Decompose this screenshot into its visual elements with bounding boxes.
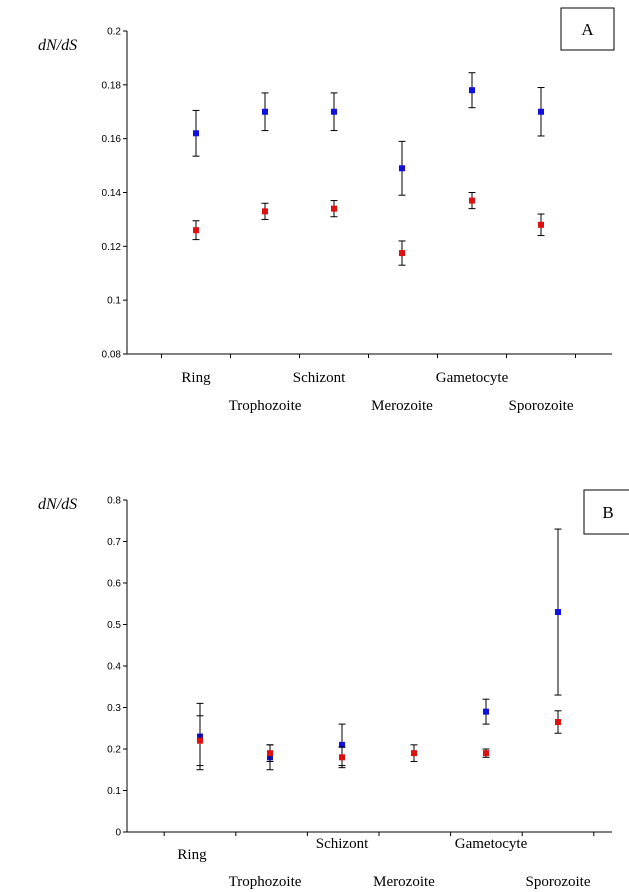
data-point: [339, 741, 345, 748]
data-point: [331, 205, 337, 212]
data-point: [483, 708, 489, 715]
chart-panel-b: 0.8 0.7 0.6 0.5 0.4 0.3 0.2 0.1 0 Ring Trophozoite…: [38, 489, 629, 890]
y-tick-label: 0.7: [107, 537, 121, 548]
data-point: [469, 87, 475, 94]
panel-label: B: [602, 503, 613, 522]
y-tick-label: 0.16: [102, 134, 122, 145]
x-tick-label: Merozoite: [373, 874, 435, 890]
x-tick-label: Trophozoite: [229, 874, 302, 890]
x-tick-label: Sporozoite: [526, 874, 591, 890]
data-point: [267, 750, 273, 757]
y-tick-label: 0.1: [107, 296, 121, 307]
y-tick-label: 0.8: [107, 496, 121, 507]
y-tick-label: 0.08: [102, 350, 122, 361]
y-tick-label: 0.5: [107, 620, 121, 631]
y-tick-label: 0.4: [107, 662, 121, 673]
data-point: [197, 737, 203, 744]
y-tick-label: 0.3: [107, 703, 121, 714]
y-axis-label: dN/dS: [38, 37, 77, 54]
x-tick-label: Trophozoite: [229, 398, 302, 414]
x-tick-label: Gametocyte: [455, 836, 528, 852]
data-point: [262, 208, 268, 215]
chart-panel-a: 0.2 0.18 0.16 0.14 0.12 0.1 0.08 Ring Trophozoit…: [38, 7, 615, 414]
y-tick-label: 0.6: [107, 579, 121, 590]
x-tick-label: Sporozoite: [509, 398, 574, 414]
data-point: [262, 108, 268, 115]
data-point: [538, 108, 544, 115]
y-axis-label: dN/dS: [38, 496, 77, 513]
data-point: [469, 197, 475, 204]
data-point: [331, 108, 337, 115]
data-point: [411, 750, 417, 757]
y-tick-label: 0.2: [107, 745, 121, 756]
data-point: [399, 250, 405, 257]
y-tick-label: 0: [115, 828, 121, 839]
panel-label: A: [581, 20, 594, 39]
panel-label-box: [583, 489, 629, 535]
data-point: [538, 221, 544, 228]
data-point: [555, 609, 561, 616]
x-tick-label: Ring: [177, 847, 207, 863]
y-tick-label: 0.2: [107, 27, 121, 38]
data-point: [399, 165, 405, 172]
x-tick-label: Gametocyte: [436, 370, 509, 386]
x-tick-label: Ring: [181, 370, 211, 386]
y-tick-label: 0.12: [102, 242, 122, 253]
y-tick-label: 0.14: [102, 188, 122, 199]
panel-label-box: [560, 7, 615, 51]
x-tick-label: Merozoite: [371, 398, 433, 414]
x-tick-label: Schizont: [316, 836, 369, 852]
data-point: [483, 750, 489, 757]
data-point: [193, 227, 199, 234]
data-point: [555, 719, 561, 726]
x-tick-label: Schizont: [293, 370, 346, 386]
data-point: [339, 754, 345, 761]
y-tick-label: 0.1: [107, 786, 121, 797]
data-point: [193, 130, 199, 137]
y-tick-label: 0.18: [102, 80, 122, 91]
